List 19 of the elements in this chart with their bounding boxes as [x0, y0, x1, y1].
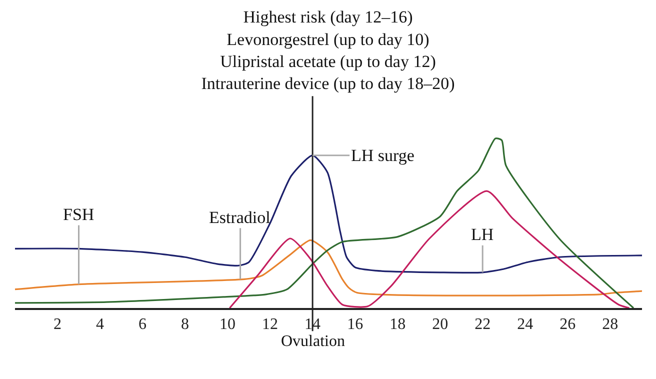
- x-tick-label: 16: [347, 316, 364, 333]
- annotation: Estradiol: [209, 208, 271, 227]
- x-tick-label: 4: [96, 316, 104, 333]
- chart-title: Highest risk (day 12–16) Levonorgestrel (up to day 10) Ulipristal acetate (up to day 12) Intrauterine device (up to day 18–20): [201, 8, 455, 94]
- x-tick-label: 10: [220, 316, 236, 333]
- x-tick-label: 20: [432, 316, 448, 333]
- ref-line-label: Ovulation: [281, 333, 345, 350]
- x-tick-label: 24: [517, 316, 534, 333]
- annotation: LH surge: [351, 146, 414, 165]
- x-tick-label: 12: [262, 316, 278, 333]
- x-tick-label: 6: [138, 316, 147, 333]
- annotation: FSH: [63, 205, 94, 224]
- x-tick-label: 22: [474, 316, 491, 333]
- x-tick-label: 18: [390, 316, 406, 333]
- x-tick-label: 8: [181, 316, 190, 333]
- annotation: LH: [471, 225, 494, 244]
- x-tick-label: 26: [560, 316, 576, 333]
- x-tick-label: 28: [602, 316, 618, 333]
- x-tick-label: 2: [54, 316, 62, 333]
